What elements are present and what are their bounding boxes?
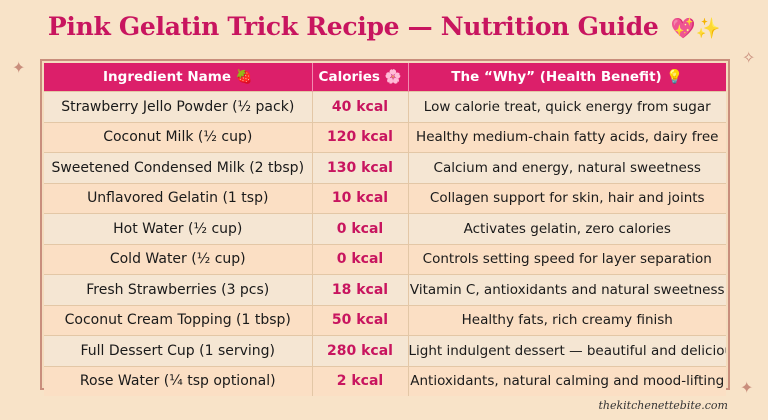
ingredient-cell: Fresh Strawberries (3 pcs) xyxy=(44,274,313,305)
sparkle-icon: ✦ xyxy=(12,58,26,77)
heart-sparkle-icon: 💖✨ xyxy=(670,16,721,40)
ingredient-cell: Sweetened Condensed Milk (2 tbsp) xyxy=(44,152,313,183)
why-cell: Healthy medium-chain fatty acids, dairy … xyxy=(408,121,726,153)
sparkle-icon: ✦ xyxy=(740,378,754,397)
ingredient-cell: Cold Water (½ cup) xyxy=(44,243,313,275)
why-cell: Vitamin C, antioxidants and natural swee… xyxy=(408,274,726,305)
ingredient-cell: Coconut Milk (½ cup) xyxy=(44,121,313,153)
calories-cell: 50 kcal xyxy=(312,304,409,336)
column-header-calories: Calories 🌸 xyxy=(312,63,409,92)
table-row: Coconut Milk (½ cup) 120 kcal Healthy me… xyxy=(44,121,726,153)
page-title: Pink Gelatin Trick Recipe — Nutrition Gu… xyxy=(0,12,768,41)
table-row: Hot Water (½ cup) 0 kcal Activates gelat… xyxy=(44,213,726,244)
table-row: Rose Water (¼ tsp optional) 2 kcal Antio… xyxy=(44,365,726,396)
calories-cell: 120 kcal xyxy=(312,121,409,153)
table-header-row: Ingredient Name 🍓 Calories 🌸 The “Why” (… xyxy=(44,63,726,92)
title-text: Pink Gelatin Trick Recipe — Nutrition Gu… xyxy=(47,12,659,41)
ingredient-cell: Unflavored Gelatin (1 tsp) xyxy=(44,182,313,214)
why-cell: Low calorie treat, quick energy from sug… xyxy=(408,91,726,122)
calories-cell: 40 kcal xyxy=(312,91,409,122)
ingredient-cell: Full Dessert Cup (1 serving) xyxy=(44,335,313,366)
why-cell: Light indulgent dessert — beautiful and … xyxy=(408,335,726,366)
ingredient-cell: Strawberry Jello Powder (½ pack) xyxy=(44,91,313,122)
table-row: Fresh Strawberries (3 pcs) 18 kcal Vitam… xyxy=(44,274,726,305)
ingredient-cell: Coconut Cream Topping (1 tbsp) xyxy=(44,304,313,336)
calories-cell: 0 kcal xyxy=(312,243,409,275)
calories-cell: 2 kcal xyxy=(312,365,409,396)
ingredient-cell: Hot Water (½ cup) xyxy=(44,213,313,244)
why-cell: Antioxidants, natural calming and mood-l… xyxy=(408,365,726,396)
sparkle-icon: ✧ xyxy=(742,48,756,67)
table-row: Coconut Cream Topping (1 tbsp) 50 kcal H… xyxy=(44,304,726,336)
calories-cell: 280 kcal xyxy=(312,335,409,366)
calories-cell: 18 kcal xyxy=(312,274,409,305)
why-cell: Healthy fats, rich creamy finish xyxy=(408,304,726,336)
calories-cell: 10 kcal xyxy=(312,182,409,214)
table-row: Sweetened Condensed Milk (2 tbsp) 130 kc… xyxy=(44,152,726,183)
why-cell: Activates gelatin, zero calories xyxy=(408,213,726,244)
calories-cell: 130 kcal xyxy=(312,152,409,183)
column-header-ingredient: Ingredient Name 🍓 xyxy=(44,63,313,92)
column-header-why: The “Why” (Health Benefit) 💡 xyxy=(408,63,726,92)
table-row: Strawberry Jello Powder (½ pack) 40 kcal… xyxy=(44,91,726,122)
nutrition-table: Ingredient Name 🍓 Calories 🌸 The “Why” (… xyxy=(44,63,726,396)
calories-cell: 0 kcal xyxy=(312,213,409,244)
table-row: Full Dessert Cup (1 serving) 280 kcal Li… xyxy=(44,335,726,366)
table-row: Cold Water (½ cup) 0 kcal Controls setti… xyxy=(44,243,726,275)
why-cell: Controls setting speed for layer separat… xyxy=(408,243,726,275)
ingredient-cell: Rose Water (¼ tsp optional) xyxy=(44,365,313,396)
site-url: thekitchenettebite.com xyxy=(598,399,728,412)
why-cell: Collagen support for skin, hair and join… xyxy=(408,182,726,214)
table-row: Unflavored Gelatin (1 tsp) 10 kcal Colla… xyxy=(44,182,726,214)
why-cell: Calcium and energy, natural sweetness xyxy=(408,152,726,183)
